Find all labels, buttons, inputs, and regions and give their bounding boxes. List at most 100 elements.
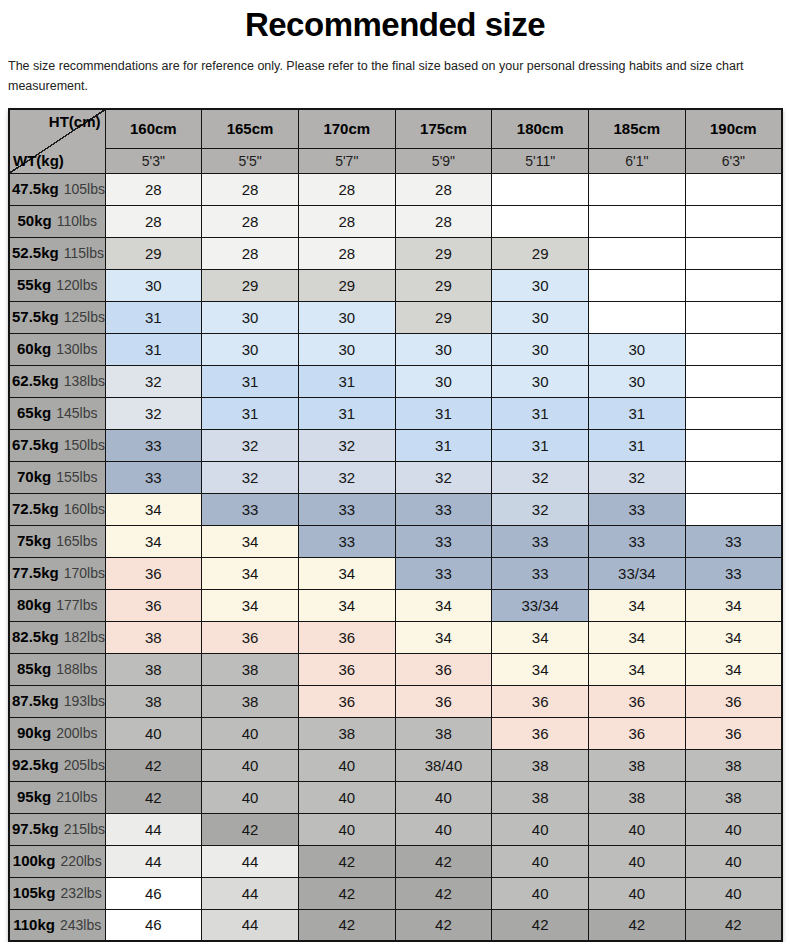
size-cell: 42 [298,845,395,877]
size-cell: 42 [298,877,395,909]
col-header-ft: 5'11" [492,148,589,173]
col-header-cm: 185cm [589,109,686,148]
size-cell: 29 [202,269,299,301]
size-cell: 31 [589,397,686,429]
size-cell: 34 [685,621,782,653]
size-cell [492,173,589,205]
table-row: 50kg110lbs28282828 [9,205,782,237]
weight-lbs-label: 125lbs [64,309,105,325]
weight-kg-label: 57.5kg [12,308,59,325]
row-header-weight: 82.5kg 182lbs [9,621,105,653]
size-cell: 30 [298,301,395,333]
size-cell: 34 [589,653,686,685]
table-header: HT(cm) WT(kg) 160cm165cm170cm175cm180cm1… [9,109,782,173]
weight-kg-label: 100kg [13,852,56,869]
size-cell: 33 [105,429,202,461]
table-row: 72.5kg160lbs343333333233 [9,493,782,525]
size-cell: 34 [298,589,395,621]
col-header-ft: 5'9" [395,148,492,173]
weight-kg-label: 70kg [17,468,51,485]
size-cell: 36 [685,685,782,717]
row-header-weight: 72.5kg160lbs [9,493,105,525]
weight-kg-label: 110kg [13,916,55,933]
size-cell: 46 [105,877,202,909]
size-cell: 29 [395,269,492,301]
size-cell: 42 [395,845,492,877]
size-cell: 40 [685,877,782,909]
row-header-weight: 100kg220lbs [9,845,105,877]
col-header-ft: 6'1" [589,148,686,173]
size-cell: 28 [105,205,202,237]
size-cell: 36 [492,685,589,717]
table-row: 55kg120lbs3029292930 [9,269,782,301]
row-header-weight: 55kg120lbs [9,269,105,301]
size-cell: 28 [395,205,492,237]
size-cell: 29 [395,237,492,269]
weight-kg-label: 95kg [17,788,51,805]
size-cell: 38 [685,781,782,813]
size-cell: 42 [105,781,202,813]
size-cell: 33 [298,525,395,557]
col-header-ft: 5'3" [105,148,202,173]
row-header-weight: 50kg110lbs [9,205,105,237]
size-cell: 40 [395,781,492,813]
size-cell: 34 [492,653,589,685]
size-cell: 44 [202,845,299,877]
size-cell: 36 [395,685,492,717]
weight-kg-label: 97.5kg [12,820,59,837]
weight-lbs-label: 165lbs [56,533,97,549]
size-cell: 42 [395,877,492,909]
size-cell: 36 [298,685,395,717]
row-header-weight: 95kg210lbs [9,781,105,813]
weight-lbs-label: 182lbs [64,629,105,645]
weight-lbs-label: 150lbs [64,437,105,453]
size-cell: 33 [202,493,299,525]
row-header-weight: 105kg232lbs [9,877,105,909]
weight-kg-label: 55kg [17,276,51,293]
size-cell: 40 [589,877,686,909]
size-cell [685,397,782,429]
size-cell: 32 [298,461,395,493]
table-row: 110kg243lbs46444242424242 [9,909,782,941]
weight-kg-label: 80kg [17,596,51,613]
size-cell: 34 [202,557,299,589]
weight-lbs-label: 205lbs [64,757,105,773]
weight-kg-label: 87.5kg [12,692,59,709]
size-cell: 31 [395,429,492,461]
size-cell: 30 [589,333,686,365]
size-cell: 42 [105,749,202,781]
size-cell: 33 [492,557,589,589]
size-cell: 36 [589,685,686,717]
size-cell [589,301,686,333]
size-cell: 29 [105,237,202,269]
size-cell: 40 [589,813,686,845]
weight-kg-label: 67.5kg [12,436,59,453]
weight-kg-label: 85kg [17,660,51,677]
size-cell: 33 [589,525,686,557]
size-cell: 30 [589,365,686,397]
size-cell: 31 [105,301,202,333]
table-row: 62.5kg138lbs323131303030 [9,365,782,397]
table-row: 77.5kg170lbs363434333333/3433 [9,557,782,589]
corner-cell: HT(cm) WT(kg) [9,109,105,173]
size-cell: 40 [492,877,589,909]
size-cell: 33 [685,525,782,557]
table-row: 85kg188lbs38383636343434 [9,653,782,685]
size-cell: 40 [202,749,299,781]
weight-kg-label: 105kg [13,884,56,901]
size-cell: 40 [202,781,299,813]
weight-kg-label: 82.5kg [12,628,59,645]
weight-lbs-label: 130lbs [56,341,97,357]
row-header-weight: 67.5kg 150lbs [9,429,105,461]
size-cell: 28 [105,173,202,205]
size-cell: 40 [298,749,395,781]
weight-lbs-label: 155lbs [56,469,97,485]
size-cell: 40 [395,813,492,845]
weight-lbs-label: 105lbs [64,181,105,197]
weight-lbs-label: 220lbs [60,853,101,869]
size-cell: 42 [395,909,492,941]
size-cell: 31 [298,397,395,429]
row-header-weight: 62.5kg138lbs [9,365,105,397]
weight-kg-label: 72.5kg [12,500,59,517]
weight-lbs-label: 170lbs [64,565,105,581]
